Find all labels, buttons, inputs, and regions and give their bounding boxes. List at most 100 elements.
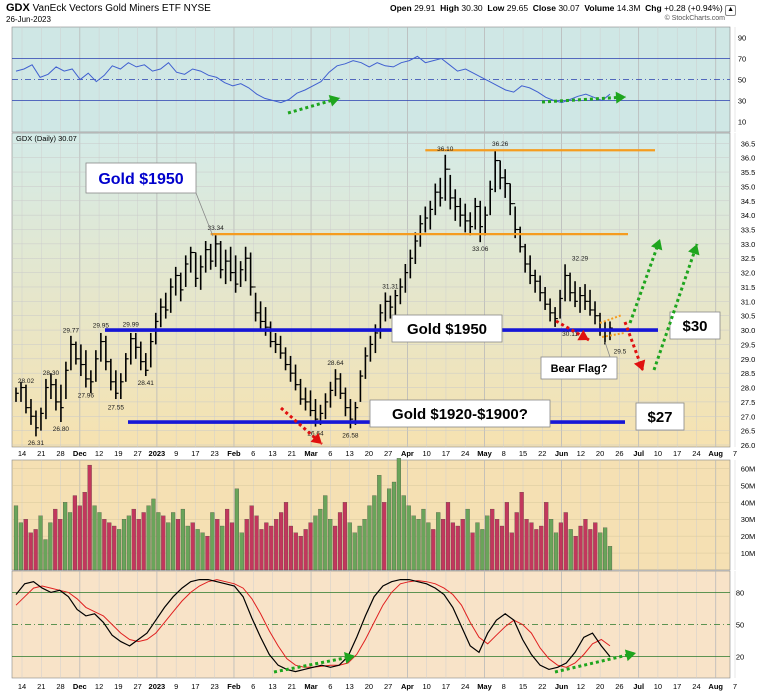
price-bar <box>169 278 174 313</box>
volume-bar <box>455 525 460 571</box>
price-bar <box>494 150 498 193</box>
x-tick-label: May <box>477 682 492 691</box>
x-tick-label: 13 <box>268 682 276 691</box>
volume-bar <box>362 519 367 571</box>
quote-value: 14.3M <box>616 3 641 13</box>
x-tick-label: 22 <box>538 682 546 691</box>
price-tick-label: 35.5 <box>741 168 756 177</box>
quote-label: Volume <box>584 3 615 13</box>
price-tick-label: 30.0 <box>741 326 756 335</box>
price-bar <box>133 332 139 359</box>
price-bar <box>83 350 89 388</box>
price-tick-label: 26.0 <box>741 441 756 450</box>
volume-bar <box>43 539 48 571</box>
price-data-label: 26.31 <box>28 440 45 447</box>
x-tick-label: 26 <box>615 682 623 691</box>
volume-bar <box>450 522 455 571</box>
price-bar <box>532 269 538 293</box>
price-data-label: 33.34 <box>208 225 225 232</box>
volume-bar <box>171 512 176 571</box>
price-data-label: 26.58 <box>342 432 359 439</box>
quote-value: 29.65 <box>506 3 529 13</box>
price-data-label: 31.31 <box>382 283 399 290</box>
x-tick-label: 20 <box>596 682 604 691</box>
price-bar <box>58 384 64 423</box>
price-tick-label: 32.0 <box>741 269 756 278</box>
x-tick-label: 17 <box>191 449 199 458</box>
volume-bar <box>28 532 33 571</box>
volume-tick-label: 20M <box>741 532 756 541</box>
volume-bar <box>279 512 284 571</box>
x-tick-label: 2023 <box>149 449 166 458</box>
x-tick-label: 10 <box>423 682 431 691</box>
price-tick-label: 33.0 <box>741 240 756 249</box>
x-tick-label: 23 <box>211 449 219 458</box>
green-arrow-head <box>328 95 340 107</box>
volume-bar <box>465 508 470 571</box>
volume-bar <box>249 505 254 571</box>
volume-series <box>13 458 613 571</box>
volume-bar <box>97 512 102 571</box>
x-tick-label: 24 <box>461 682 469 691</box>
credit: © StockCharts.com <box>664 15 725 22</box>
x-tick-label: 17 <box>673 682 681 691</box>
x-tick-label: Jun <box>555 449 569 458</box>
x-tick-label: 27 <box>384 682 392 691</box>
price-data-label: 36.10 <box>437 146 454 153</box>
up-arrow-icon: ▲ <box>725 5 737 16</box>
gold-1950-annotation: Gold $1950 <box>407 321 487 338</box>
volume-bar <box>406 505 411 571</box>
rsi-tick-label: 10 <box>738 118 746 127</box>
volume-bar <box>436 512 441 571</box>
gold-1920-annotation-box <box>369 399 551 428</box>
price-tick-label: 31.0 <box>741 297 756 306</box>
price-data-label: 32.29 <box>572 255 589 262</box>
volume-bar <box>583 519 588 571</box>
x-tick-label: 17 <box>442 682 450 691</box>
price-bar <box>387 295 394 319</box>
volume-bar <box>141 512 146 571</box>
symbol: GDX <box>6 2 30 14</box>
exchange: NYSE <box>183 3 211 14</box>
volume-bar <box>82 492 87 571</box>
price-bar <box>414 232 419 264</box>
price-bar <box>303 387 309 411</box>
price-bar <box>517 226 523 253</box>
price-bar <box>507 183 513 216</box>
axes: 141421212828DecDec1212191927272023202399… <box>16 34 755 692</box>
annotation-leader <box>604 341 611 358</box>
price-tick-label: 28.0 <box>741 384 756 393</box>
chart-date: 26-Jun-2023 <box>6 15 51 24</box>
price-27-annotation: $27 <box>647 409 672 426</box>
price-bar <box>33 410 39 437</box>
price-tick-label: 33.5 <box>741 226 756 235</box>
x-tick-label: 10 <box>423 449 431 458</box>
price-data-label: 28.41 <box>138 380 155 387</box>
volume-bar <box>495 519 500 571</box>
x-tick-label: 19 <box>114 682 122 691</box>
volume-bar <box>573 536 578 571</box>
price-bar <box>143 353 149 377</box>
price-bar <box>258 301 264 331</box>
price-tick-label: 29.0 <box>741 355 756 364</box>
x-tick-label: 14 <box>18 682 26 691</box>
x-tick-label: 19 <box>114 449 122 458</box>
price-bar <box>163 292 169 319</box>
volume-bar <box>347 522 352 571</box>
red-arrow-head <box>310 432 322 444</box>
volume-bar <box>195 529 200 571</box>
price-bar <box>587 289 593 316</box>
x-tick-label: 10 <box>654 449 662 458</box>
annotation-leader <box>195 192 214 237</box>
volume-bar <box>156 512 161 571</box>
price-27-annotation-box <box>635 402 685 431</box>
volume-bar <box>323 495 328 571</box>
volume-tick-label: 60M <box>741 464 756 473</box>
x-tick-label: 6 <box>251 449 255 458</box>
volume-bar <box>190 522 195 571</box>
volume-bar <box>352 532 357 571</box>
volume-bar <box>431 529 436 571</box>
volume-bar <box>357 525 362 571</box>
volume-bar <box>504 502 509 571</box>
volume-bar <box>38 515 43 571</box>
